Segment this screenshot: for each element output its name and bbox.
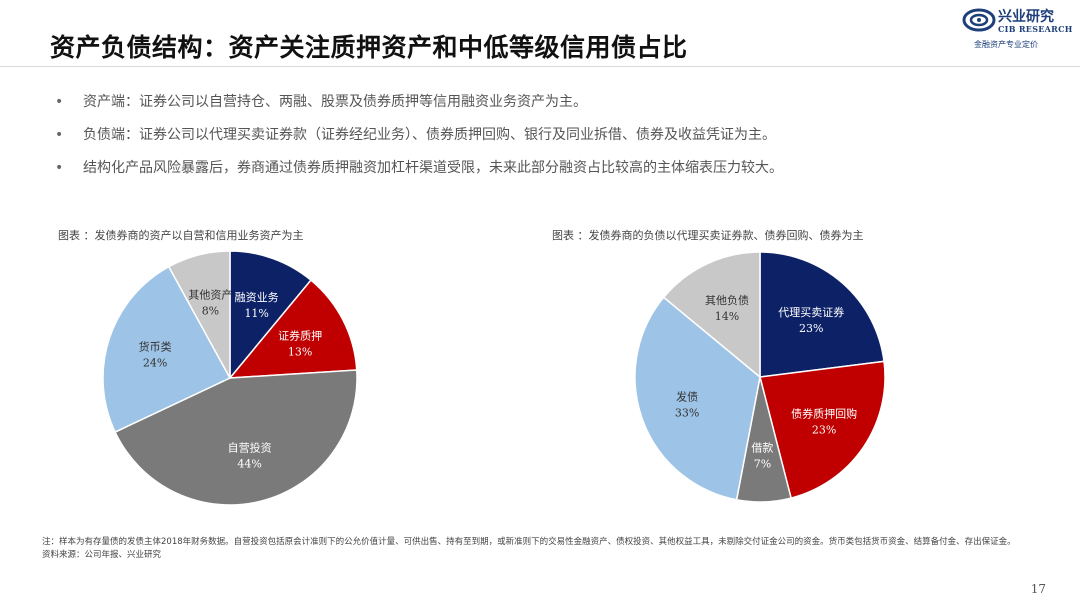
- assets-slice-label-2: 自营投资: [228, 440, 272, 454]
- liabilities-slice-4: [662, 251, 761, 379]
- assets-slice-4: [167, 250, 231, 379]
- assets-slice-1: [228, 279, 358, 379]
- footnote: 注：样本为有存量债的发债主体2018年财务数据。自营投资包括原会计准则下的公允价…: [42, 536, 1022, 562]
- assets-slice-0: [229, 250, 313, 381]
- cib-research-logo: 兴业研究 CIB RESEARCH 金融资产专业定价: [962, 6, 1072, 50]
- bullet-item: • 负债端：证券公司以代理买卖证券款（证券经纪业务）、债券质押回购、银行及同业拆借…: [55, 119, 783, 152]
- assets-slice-value-2: 44%: [237, 457, 261, 470]
- page-title: 资产负债结构：资产关注质押资产和中低等级信用债占比: [50, 33, 688, 62]
- assets-slice-label-4: 其他资产: [188, 288, 232, 302]
- assets-slice-label-3: 货币类: [139, 340, 172, 354]
- logo-tagline: 金融资产专业定价: [974, 40, 1038, 49]
- header-divider: [0, 66, 1080, 67]
- liabilities-slice-3: [634, 296, 761, 501]
- chart-caption-liabilities: 图表 ：发债券商的负债以代理买卖证券款、债券回购、债券为主: [552, 229, 864, 242]
- liabilities-slice-value-2: 7%: [754, 457, 771, 470]
- bullet-marker: •: [55, 160, 64, 176]
- chart-caption-assets: 图表 ：发债券商的资产以自营和信用业务资产为主: [58, 229, 304, 242]
- logo-name: 兴业研究: [998, 9, 1054, 25]
- source-text: 资料来源：公司年报、兴业研究: [42, 550, 162, 560]
- bullet-text: 资产端：证券公司以自营持仓、两融、股票及债券质押等信用融资业务资产为主。: [83, 94, 587, 110]
- footnote-text: 注：样本为有存量债的发债主体2018年财务数据。自营投资包括原会计准则下的公允价…: [42, 537, 1016, 547]
- liabilities-pie-chart: 代理买卖证券 23% 债券质押回购 23% 借款 7% 发债 33% 其他负债 14%: [634, 251, 886, 503]
- liabilities-slice-label-1: 债券质押回购: [791, 407, 857, 421]
- liabilities-slice-0: [759, 251, 885, 378]
- liabilities-slice-label-0: 代理买卖证券: [778, 305, 844, 319]
- liabilities-slice-label-2: 借款: [751, 440, 773, 454]
- bullet-marker: •: [55, 94, 64, 110]
- assets-slice-value-0: 11%: [244, 307, 268, 320]
- assets-slice-value-3: 24%: [143, 357, 167, 370]
- assets-slice-label-0: 融资业务: [235, 291, 279, 304]
- liabilities-slice-value-4: 14%: [715, 310, 739, 323]
- cib-logo-icon: [962, 8, 996, 32]
- bullet-text: 结构化产品风险暴露后，券商通过债券质押融资加杠杆渠道受限，未来此部分融资占比较高…: [83, 160, 783, 176]
- assets-slice-value-1: 13%: [288, 345, 312, 358]
- bullet-item: • 资产端：证券公司以自营持仓、两融、股票及债券质押等信用融资业务资产为主。: [55, 86, 783, 119]
- liabilities-slice-label-3: 发债: [676, 389, 698, 403]
- logo-english-name: CIB RESEARCH: [998, 24, 1073, 34]
- assets-slice-label-1: 证券质押: [278, 328, 322, 342]
- assets-slice-3: [102, 265, 232, 434]
- bullet-marker: •: [55, 127, 64, 143]
- page-number: 17: [1030, 582, 1046, 596]
- liabilities-slice-value-0: 23%: [799, 322, 823, 335]
- bullet-item: • 结构化产品风险暴露后，券商通过债券质押融资加杠杆渠道受限，未来此部分融资占比较…: [55, 152, 783, 185]
- liabilities-slice-value-3: 33%: [675, 406, 699, 419]
- bullet-text: 负债端：证券公司以代理买卖证券款（证券经纪业务）、债券质押回购、银行及同业拆借、…: [83, 127, 776, 143]
- liabilities-slice-value-1: 23%: [812, 424, 836, 437]
- assets-slice-value-4: 8%: [202, 305, 219, 318]
- liabilities-slice-1: [759, 360, 886, 499]
- liabilities-slice-label-4: 其他负债: [705, 293, 749, 307]
- bullet-list: • 资产端：证券公司以自营持仓、两融、股票及债券质押等信用融资业务资产为主。 • 负…: [55, 86, 783, 185]
- assets-pie-chart: 融资业务 11% 证券质押 13% 自营投资 44% 货币类 24% 其他资产 8%: [102, 250, 358, 506]
